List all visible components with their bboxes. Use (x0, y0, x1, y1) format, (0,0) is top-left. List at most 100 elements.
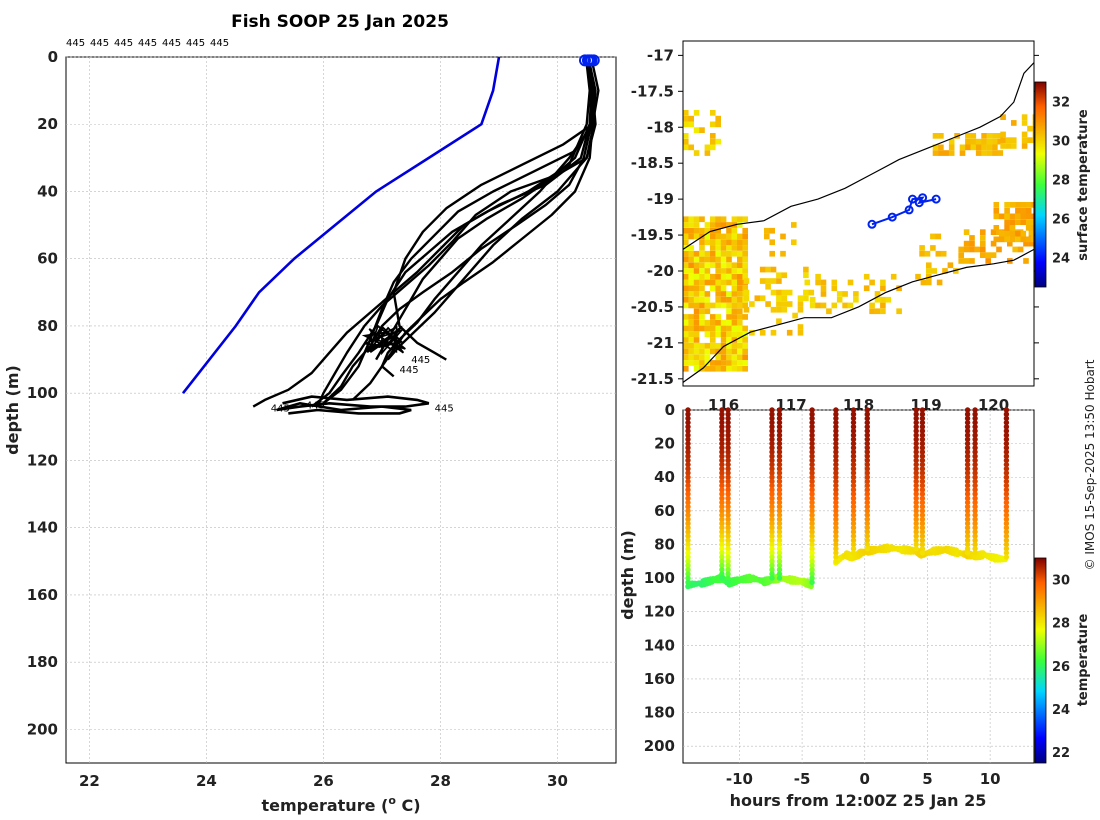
profile-depth-point (972, 411, 978, 417)
sst-cell (693, 331, 700, 338)
sst-cell (948, 144, 955, 151)
sst-cell (710, 319, 716, 326)
profile-line-p2 (252, 63, 593, 408)
profile-depth-point (719, 415, 725, 422)
profile-depth-point (964, 504, 971, 510)
profile-depth-point (769, 478, 775, 485)
sst-cell (940, 250, 947, 257)
sst-cell (1009, 213, 1016, 220)
sst-cell (808, 289, 815, 296)
sst-cell (726, 239, 732, 246)
profile-depth-point (725, 508, 731, 514)
profile-depth-point (685, 550, 691, 556)
profile-depth-point (725, 520, 731, 527)
profile-depth-point (725, 562, 731, 569)
sst-cell (776, 289, 782, 296)
profile-depth-point (769, 419, 775, 426)
sst-cell (683, 133, 689, 139)
sst-cell (1000, 114, 1006, 120)
sst-cell (693, 285, 700, 292)
depth-time-ytick-label: 60 (654, 502, 675, 520)
sst-cell (683, 279, 689, 286)
sst-cell (699, 314, 705, 320)
profile-depth-point (850, 453, 857, 459)
sst-cell (820, 285, 827, 292)
profile-inline-label: 445 (435, 404, 454, 415)
sst-cell (890, 273, 897, 280)
profile-depth-point (864, 525, 870, 531)
profile-depth-point (769, 533, 775, 539)
profile-depth-point (972, 491, 978, 497)
sst-cell (737, 314, 743, 320)
profile-depth-point (850, 512, 857, 518)
profile-depth-point (972, 478, 978, 485)
sst-cell (980, 235, 986, 241)
sst-cell (965, 144, 971, 151)
sst-cell (683, 268, 689, 274)
sst-cell (993, 202, 1000, 208)
profile-depth-point (972, 440, 978, 447)
profile-depth-point (833, 432, 839, 438)
profile-depth-point (776, 537, 783, 543)
profile-depth-point (776, 424, 783, 430)
sst-cell (992, 133, 998, 139)
sst-cell (731, 331, 738, 338)
sst-cell (731, 319, 738, 326)
sst-cell (731, 245, 738, 251)
sst-cell (742, 342, 748, 349)
sst-cell (969, 258, 975, 264)
map-ytick-label: -21 (647, 334, 674, 352)
sst-cell (715, 285, 721, 292)
profile-depth-point (719, 436, 725, 443)
vessel-track-point (867, 219, 877, 229)
sst-cell (710, 285, 716, 292)
sst-cell (688, 348, 694, 355)
profile-depth-point (964, 466, 971, 472)
temperature-colorbar-tick: 30 (1052, 574, 1070, 589)
sst-cell (958, 252, 964, 258)
imos-credit: © IMOS 15-Sep-2025 13:50 Hobart (1083, 359, 1097, 570)
profile-depth-point (1003, 470, 1010, 476)
sst-cell (699, 325, 705, 332)
sst-cell (831, 279, 838, 286)
sst-cell (935, 233, 942, 240)
profile-depth-point (769, 550, 775, 556)
profile-depth-point (972, 487, 978, 493)
profile-depth-point (919, 525, 926, 531)
profile-depth-point (769, 562, 775, 569)
profile-depth-point (719, 407, 725, 413)
sst-cell (776, 272, 782, 279)
sst-cell (965, 138, 971, 145)
sst-cell (720, 216, 727, 223)
profile-depth-point (725, 428, 731, 434)
profile-depth-point (913, 419, 919, 426)
profile-depth-point (719, 428, 725, 434)
sst-cell (710, 250, 716, 257)
profile-depth-point (964, 461, 971, 468)
profile-depth-point (1003, 508, 1010, 514)
profile-depth-point (964, 478, 971, 485)
profile-depth-point (685, 449, 691, 455)
profile-depth-point (776, 461, 783, 468)
sst-cell (742, 216, 748, 223)
sst-cell (688, 354, 694, 361)
profile-depth-point (685, 411, 691, 417)
sst-cell (683, 115, 689, 122)
depth-time-series (685, 407, 1010, 590)
profile-depth-point (809, 546, 815, 552)
sst-cell (710, 348, 716, 355)
profile-depth-point (964, 487, 971, 493)
sst-cell (710, 239, 716, 246)
profile-depth-point (685, 525, 691, 531)
profile-depth-point (864, 541, 870, 548)
sst-cell (720, 342, 727, 349)
sst-cell (693, 262, 700, 269)
sst-cell (986, 150, 993, 156)
sst-cell (699, 342, 705, 349)
sst-cell (688, 291, 694, 297)
profile-depth-point (833, 466, 839, 472)
sst-cell (1021, 143, 1028, 149)
sst-cell (693, 291, 700, 297)
profile-depth-point (850, 520, 857, 527)
sst-cell (731, 291, 738, 297)
